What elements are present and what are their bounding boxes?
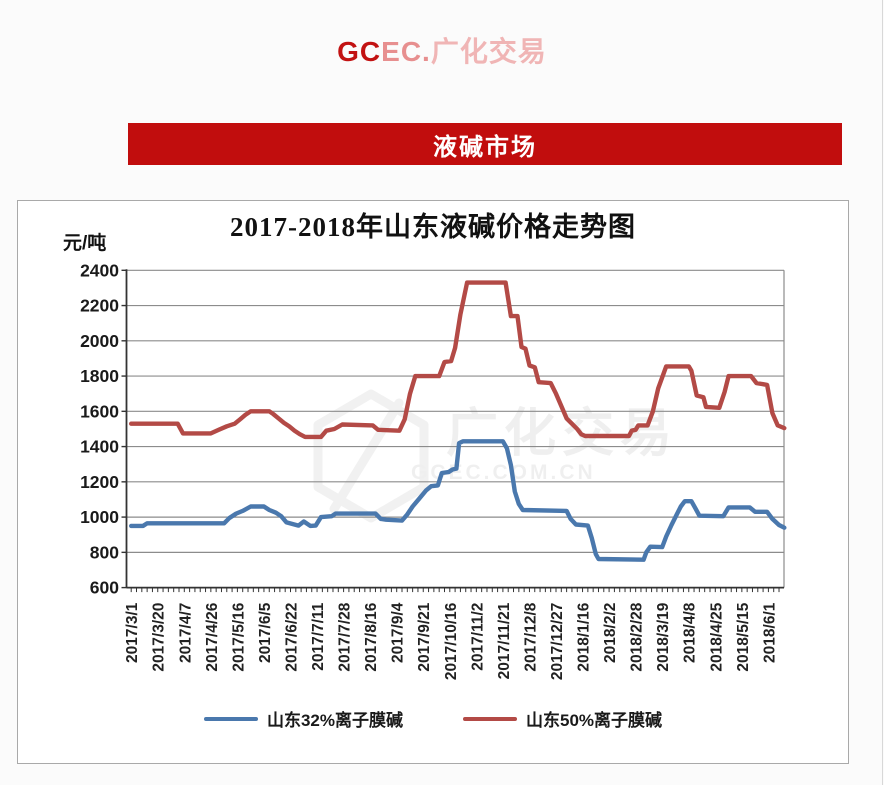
- x-tick-label-2017/11/21: 2017/11/21: [496, 602, 513, 679]
- y-tick-label-2000: 2000: [80, 331, 119, 351]
- legend-item-32pct: 山东32%离子膜碱: [203, 706, 403, 731]
- brand-rest: 广化交易: [430, 36, 547, 67]
- x-tick-label-2018/5/15: 2018/5/15: [735, 602, 752, 671]
- section-banner-label: 液碱市场: [433, 133, 537, 161]
- y-tick-label-1400: 1400: [80, 437, 119, 457]
- y-tick-label-1800: 1800: [80, 366, 119, 386]
- y-tick-label-800: 800: [90, 542, 119, 562]
- x-tick-label-2017/9/4: 2017/9/4: [390, 602, 407, 663]
- x-tick-label-2018/4/25: 2018/4/25: [708, 602, 725, 671]
- chart-box: 2017-2018年山东液碱价格走势图 元/吨 广化交易 GCEC.COM.CN 6…: [17, 200, 849, 764]
- legend-item-50pct: 山东50%离子膜碱: [463, 706, 662, 731]
- x-tick-label-2017/12/27: 2017/12/27: [549, 603, 566, 681]
- x-tick-label-2017/11/2: 2017/11/2: [469, 603, 486, 671]
- legend-label-50pct: 山东50%离子膜碱: [526, 711, 663, 730]
- section-banner: 液碱市场: [128, 123, 842, 165]
- legend-swatch-blue: [203, 716, 258, 721]
- x-tick-label-2017/9/21: 2017/9/21: [416, 602, 433, 671]
- y-tick-label-2400: 2400: [80, 260, 119, 280]
- x-tick-label-2018/3/19: 2018/3/19: [655, 602, 672, 671]
- x-tick-label-2017/5/16: 2017/5/16: [230, 602, 247, 671]
- x-tick-label-2017/10/16: 2017/10/16: [443, 602, 460, 680]
- x-tick-label-2018/6/1: 2018/6/1: [761, 602, 778, 663]
- y-tick-label-2200: 2200: [80, 296, 119, 316]
- series-line-0: [128, 439, 787, 562]
- brand-header: GCEC.广化交易: [0, 30, 884, 70]
- page-right-edge: [882, 0, 883, 785]
- x-tick-label-2017/3/20: 2017/3/20: [151, 603, 168, 672]
- y-tick-label-1000: 1000: [80, 507, 119, 527]
- y-tick-label-1600: 1600: [80, 401, 119, 421]
- x-tick-label-2017/7/28: 2017/7/28: [337, 602, 354, 671]
- x-tick-label-2018/2/2: 2018/2/2: [602, 603, 619, 663]
- brand-ec: EC.: [381, 36, 431, 67]
- watermark-text: 广化交易: [446, 405, 678, 463]
- legend-swatch-red: [463, 716, 517, 721]
- chart-title: 2017-2018年山东液碱价格走势图: [230, 212, 636, 242]
- x-tick-label-2018/4/8: 2018/4/8: [682, 602, 699, 663]
- x-tick-label-2017/4/7: 2017/4/7: [177, 603, 194, 663]
- x-tick-label-2017/12/8: 2017/12/8: [522, 602, 539, 671]
- brand-gc: GC: [337, 36, 382, 67]
- y-tick-label-600: 600: [90, 578, 119, 598]
- y-axis-unit-label: 元/吨: [63, 233, 107, 254]
- x-tick-label-2018/2/28: 2018/2/28: [629, 602, 646, 671]
- x-tick-label-2017/3/1: 2017/3/1: [124, 602, 141, 663]
- legend-label-32pct: 山东32%离子膜碱: [266, 711, 403, 730]
- x-tick-label-2017/4/26: 2017/4/26: [204, 602, 221, 671]
- x-tick-label-2018/1/16: 2018/1/16: [576, 602, 593, 671]
- x-tick-label-2017/6/5: 2017/6/5: [257, 602, 274, 663]
- x-tick-label-2017/7/11: 2017/7/11: [310, 602, 327, 670]
- x-tick-label-2017/8/16: 2017/8/16: [363, 602, 380, 671]
- x-tick-label-2017/6/22: 2017/6/22: [284, 603, 301, 672]
- chart-legend: 山东32%离子膜碱 山东50%离子膜碱: [18, 706, 848, 731]
- series-line-1: [128, 280, 787, 440]
- y-tick-label-1200: 1200: [80, 472, 119, 492]
